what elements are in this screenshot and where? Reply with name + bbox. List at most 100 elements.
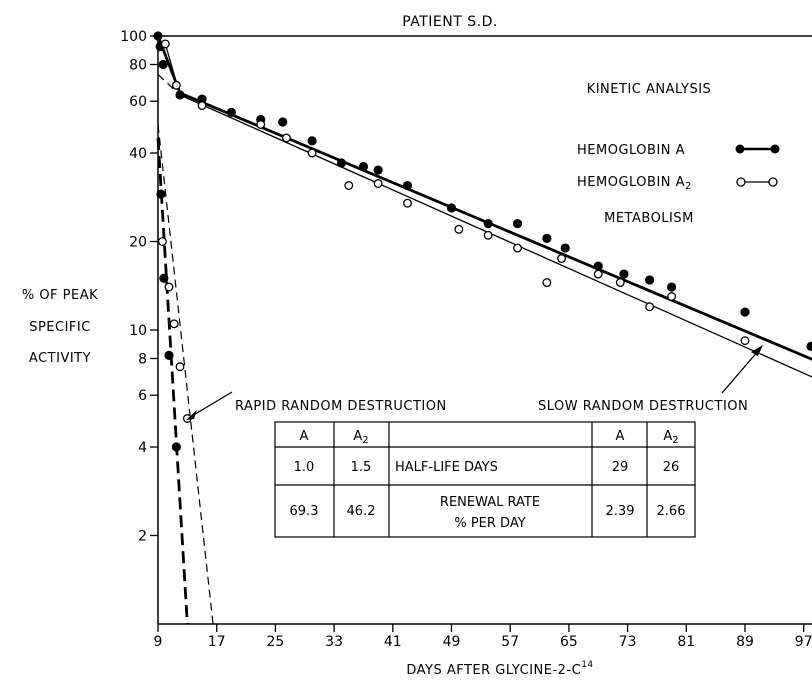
y-tick-label: 4	[138, 440, 147, 456]
y-tick-label: 8	[138, 351, 147, 367]
x-tick-label: 49	[443, 634, 461, 650]
table-border	[274, 421, 696, 538]
data-point-hemoglobin-a	[197, 94, 207, 104]
data-point-hemoglobin-a2	[667, 292, 677, 301]
data-point-hemoglobin-a2	[281, 133, 291, 143]
x-tick-label: 81	[677, 634, 695, 650]
y-axis-ticks: 100 80 60 40 20 10 8 6 4 2	[120, 29, 158, 544]
data-point-hemoglobin-a	[171, 442, 181, 452]
data-point-hemoglobin-a	[593, 261, 603, 271]
data-point-hemoglobin-a	[645, 275, 655, 285]
data-point-hemoglobin-a2	[593, 269, 603, 279]
data-point-hemoglobin-a2	[256, 120, 266, 129]
table-header-a2-right: A2	[663, 429, 678, 446]
data-point-hemoglobin-a	[159, 273, 169, 283]
data-point-hemoglobin-a	[158, 59, 168, 70]
data-point-hemoglobin-a2	[175, 362, 185, 372]
kinetic-analysis-label: KINETIC ANALYSIS	[587, 82, 712, 97]
table-header-a-right: A	[616, 429, 625, 444]
x-tick-label: 89	[736, 634, 754, 650]
x-axis-ticks: 9 17 25 33 41 49 57 65 73 81 89 97	[154, 624, 812, 650]
kinetics-table: A A2 A A2 1.0 1.5 HALF-LIFE DAYS 29 26 6…	[274, 421, 696, 538]
table-row-label-renewal-line-1: RENEWAL RATE	[440, 495, 540, 510]
data-point-hemoglobin-a	[358, 161, 369, 172]
y-tick-label: 40	[129, 146, 147, 162]
y-tick-label: 80	[129, 57, 147, 73]
data-point-hemoglobin-a2	[157, 237, 167, 246]
rapid-destruction-arrow-line	[191, 391, 233, 417]
data-point-hemoglobin-a2	[307, 148, 317, 158]
data-point-hemoglobin-a2	[403, 198, 412, 208]
table-row-label-halflife: HALF-LIFE DAYS	[395, 460, 498, 475]
data-point-hemoglobin-a	[226, 107, 236, 117]
data-point-hemoglobin-a	[740, 307, 750, 317]
table-row-label-renewal-line-2: % PER DAY	[454, 516, 525, 531]
y-label-line-3: ACTIVITY	[29, 351, 91, 366]
data-point-hemoglobin-a2	[373, 179, 383, 188]
data-point-hemoglobin-a	[806, 341, 812, 351]
table-header-a2-left: A2	[353, 429, 368, 446]
data-point-hemoglobin-a	[373, 165, 383, 175]
x-tick-label: 73	[619, 634, 637, 650]
x-tick-label: 25	[266, 634, 284, 650]
legend-marker-hemoglobin-a2-2	[768, 177, 778, 187]
table-cell-halflife-a-slow: 29	[612, 460, 629, 475]
x-tick-label: 65	[560, 634, 578, 650]
data-point-hemoglobin-a2	[164, 282, 174, 292]
table-cell-renewal-a-rapid: 69.3	[290, 504, 319, 519]
table-header-a-left: A	[300, 429, 309, 444]
data-point-hemoglobin-a	[307, 136, 317, 146]
data-point-hemoglobin-a2	[645, 302, 655, 312]
x-axis-label-superscript: 14	[581, 660, 593, 670]
x-tick-label: 41	[384, 634, 402, 650]
data-point-hemoglobin-a	[446, 203, 457, 213]
data-point-hemoglobin-a	[667, 282, 677, 292]
y-axis-label: % OF PEAK SPECIFIC ACTIVITY	[22, 288, 98, 366]
y-tick-label: 6	[138, 388, 147, 404]
x-tick-label: 33	[325, 634, 343, 650]
data-point-hemoglobin-a	[483, 219, 493, 229]
legend-marker-hemoglobin-a2-1	[736, 177, 746, 187]
y-tick-label: 100	[120, 29, 147, 45]
x-tick-label: 57	[501, 634, 519, 650]
x-tick-label: 9	[154, 634, 163, 650]
legend-marker-hemoglobin-a-1	[735, 144, 745, 154]
chart-title: PATIENT S.D.	[402, 14, 498, 30]
x-axis-label: DAYS AFTER GLYCINE-2-C14	[406, 660, 593, 678]
data-point-hemoglobin-a2	[197, 101, 207, 111]
data-point-hemoglobin-a2	[171, 80, 181, 90]
data-point-hemoglobin-a2	[513, 243, 522, 253]
legend-label-hemoglobin-a2: HEMOGLOBIN A2	[577, 175, 692, 192]
slow-destruction-arrow-line	[721, 349, 760, 394]
data-point-hemoglobin-a	[156, 189, 166, 199]
data-point-hemoglobin-a2	[542, 278, 552, 288]
data-point-hemoglobin-a2	[169, 319, 179, 329]
legend: HEMOGLOBIN A HEMOGLOBIN A2	[577, 143, 780, 192]
data-point-hemoglobin-a2	[557, 254, 567, 263]
data-point-hemoglobin-a	[153, 31, 163, 41]
data-point-hemoglobin-a	[542, 233, 552, 243]
table-cell-halflife-a2-rapid: 1.5	[351, 460, 372, 475]
data-point-hemoglobin-a	[164, 350, 174, 360]
table-cell-renewal-a-slow: 2.39	[606, 504, 635, 519]
table-cell-renewal-a2-slow: 2.66	[657, 504, 686, 519]
x-tick-label: 17	[208, 634, 226, 650]
data-point-hemoglobin-a2	[454, 224, 464, 234]
y-label-line-2: SPECIFIC	[29, 320, 91, 335]
data-point-hemoglobin-a2	[344, 181, 354, 190]
legend-marker-hemoglobin-a-2	[770, 144, 780, 154]
slow-destruction-label: SLOW RANDOM DESTRUCTION	[538, 399, 748, 414]
data-markers	[153, 31, 812, 452]
data-point-hemoglobin-a	[560, 243, 570, 253]
x-tick-label: 97	[795, 634, 812, 650]
data-point-hemoglobin-a2	[160, 39, 170, 49]
data-point-hemoglobin-a2	[483, 230, 493, 240]
table-cell-halflife-a-rapid: 1.0	[294, 460, 315, 475]
metabolism-label: METABOLISM	[604, 211, 694, 226]
y-tick-label: 20	[129, 234, 147, 250]
y-tick-label: 10	[129, 323, 147, 339]
table-cell-halflife-a2-slow: 26	[663, 460, 680, 475]
y-tick-label: 60	[129, 94, 147, 110]
table-cell-renewal-a2-rapid: 46.2	[347, 504, 376, 519]
